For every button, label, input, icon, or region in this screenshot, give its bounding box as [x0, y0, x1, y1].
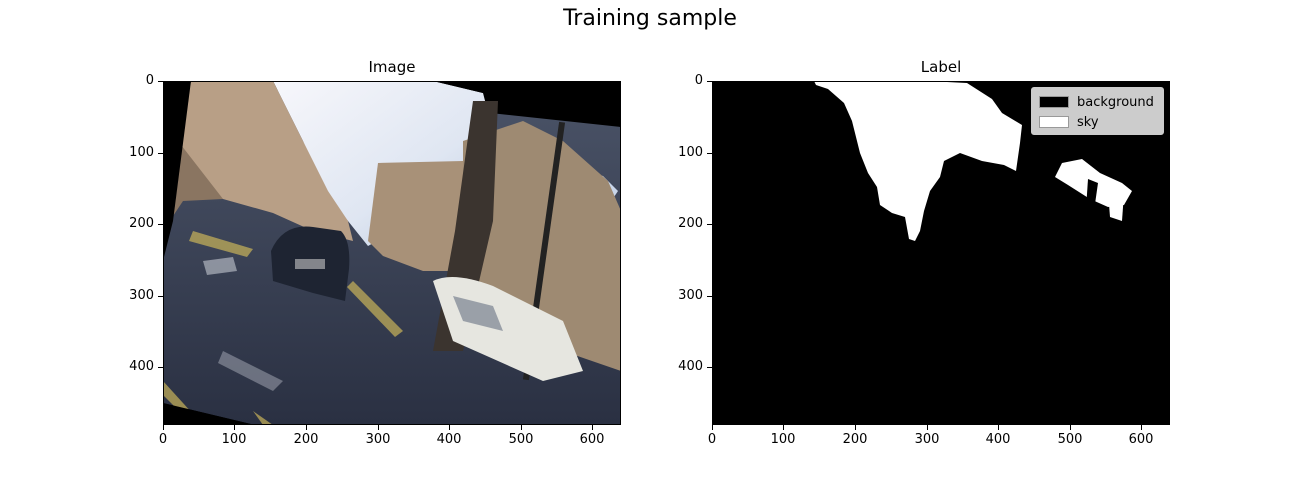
legend-item-background: background [1039, 92, 1156, 112]
image-axes-frame [163, 81, 621, 425]
figure-title: Training sample [563, 6, 737, 31]
x-tick-label: 300 [365, 432, 391, 447]
y-tick-label: 0 [694, 73, 703, 88]
label-axes-frame [712, 81, 1170, 425]
legend-item-sky: sky [1039, 112, 1156, 132]
y-tick-label: 100 [678, 145, 703, 160]
y-tick-label: 100 [129, 145, 154, 160]
y-tick-label: 0 [145, 73, 154, 88]
x-tick-label: 600 [1128, 432, 1154, 447]
segmentation-mask [712, 81, 1170, 425]
y-tick-label: 200 [678, 216, 703, 231]
y-tick-label: 200 [129, 216, 154, 231]
x-tick-label: 300 [914, 432, 940, 447]
y-tick-label: 400 [678, 359, 703, 374]
y-tick-label: 400 [129, 359, 154, 374]
x-tick-label: 500 [508, 432, 534, 447]
y-tick-label: 300 [129, 288, 154, 303]
sky-swatch [1039, 116, 1069, 128]
legend-label: sky [1077, 114, 1099, 130]
legend: background sky [1031, 87, 1164, 135]
x-tick-label: 500 [1057, 432, 1083, 447]
background-swatch [1039, 96, 1069, 108]
street-photo [163, 81, 621, 425]
x-tick-label: 100 [221, 432, 247, 447]
x-tick-label: 400 [436, 432, 462, 447]
legend-label: background [1077, 94, 1154, 110]
y-tick-label: 300 [678, 288, 703, 303]
x-tick-label: 600 [579, 432, 605, 447]
x-tick-label: 100 [770, 432, 796, 447]
image-panel-title: Image [368, 58, 416, 76]
x-tick-label: 0 [707, 432, 717, 447]
x-tick-label: 400 [985, 432, 1011, 447]
label-panel-title: Label [920, 58, 962, 76]
x-tick-label: 0 [158, 432, 168, 447]
x-tick-label: 200 [842, 432, 868, 447]
x-tick-label: 200 [293, 432, 319, 447]
